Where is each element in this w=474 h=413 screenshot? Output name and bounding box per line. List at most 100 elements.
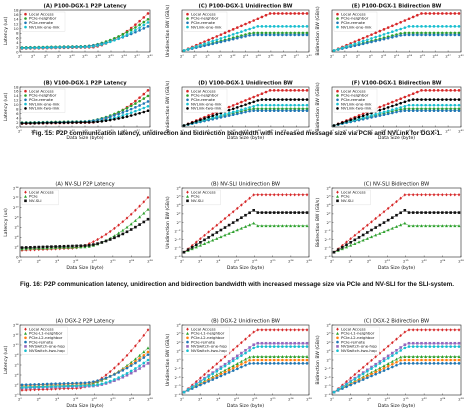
data-point (453, 107, 457, 111)
data-point (260, 92, 264, 95)
data-point (374, 39, 377, 43)
data-point (146, 328, 150, 332)
data-point (285, 89, 288, 92)
data-point (445, 98, 448, 101)
data-point (424, 107, 427, 111)
data-point (391, 354, 394, 357)
data-point (236, 344, 239, 348)
y-tick-label: 2⁶ (327, 331, 331, 336)
data-point (272, 107, 276, 111)
legend-entry: PCIe-L2-neighbor (341, 335, 375, 340)
data-point (199, 380, 202, 384)
data-point (264, 109, 268, 112)
data-point (432, 33, 436, 37)
data-point (441, 328, 444, 332)
data-point (215, 38, 219, 42)
data-point (142, 106, 146, 110)
legend-box (183, 326, 230, 355)
data-point (215, 115, 219, 118)
data-point (256, 107, 260, 111)
data-point (227, 114, 231, 117)
data-point (445, 341, 448, 345)
data-point (301, 109, 305, 112)
legend-entry: NVLink-two-link (341, 106, 372, 111)
x-tick-label: 2⁰ (330, 54, 334, 59)
data-point (361, 112, 365, 116)
data-point (281, 98, 284, 101)
data-point (378, 108, 382, 112)
data-point (293, 362, 297, 365)
data-point (264, 362, 268, 365)
data-point (366, 376, 369, 380)
data-point (281, 328, 284, 332)
data-point (428, 109, 432, 112)
data-point (386, 344, 390, 348)
data-point (79, 386, 83, 390)
x-tick-label: 2¹⁶ (92, 259, 98, 264)
data-point (305, 355, 309, 358)
y-tick-label: 2 (16, 45, 19, 50)
data-point (436, 224, 440, 228)
y-tick-label: 2⁶ (327, 194, 331, 199)
data-point (411, 345, 415, 348)
data-point (215, 362, 219, 366)
data-point (357, 43, 361, 47)
data-point (146, 217, 150, 221)
data-point (129, 26, 133, 30)
x-tick-label: 2⁹ (369, 54, 373, 59)
data-point (66, 46, 70, 49)
data-point (134, 113, 137, 116)
data-point (75, 386, 78, 390)
data-point (244, 110, 247, 114)
data-point (399, 101, 402, 105)
x-tick-label: 2²⁷ (294, 129, 300, 134)
y-tick-label: 2⁻² (175, 228, 181, 233)
data-point (252, 31, 255, 35)
data-point (236, 36, 239, 40)
y-tick-label: 2⁻⁸ (325, 254, 331, 259)
data-point (96, 44, 99, 47)
data-point (260, 98, 264, 101)
y-tick-label: 0 (16, 254, 19, 259)
data-point (125, 216, 129, 220)
data-point (399, 349, 402, 352)
data-point (54, 387, 57, 391)
data-point (248, 196, 251, 200)
data-point (276, 355, 280, 358)
legend-marker (336, 98, 339, 102)
x-tick-label: 2²⁷ (445, 129, 451, 134)
data-point (297, 98, 301, 101)
data-point (186, 248, 190, 252)
data-point (301, 211, 305, 214)
data-point (293, 98, 297, 101)
data-point (353, 44, 357, 48)
data-point (289, 211, 292, 214)
y-tick-label: 2⁰ (177, 357, 181, 362)
legend-entry: PCIe (341, 194, 350, 199)
legend-entry: PCIe-neighbor (341, 93, 369, 98)
x-tick-label: 2²¹ (420, 129, 426, 134)
data-point (117, 231, 121, 235)
data-point (264, 31, 268, 35)
data-point (223, 35, 227, 39)
data-point (125, 33, 129, 36)
data-point (239, 359, 243, 363)
data-point (231, 366, 235, 370)
legend-marker (24, 194, 27, 198)
data-point (268, 355, 272, 358)
data-point (436, 98, 440, 101)
data-point (24, 121, 28, 125)
legend-entry: PCIe-L2-neighbor (191, 335, 225, 340)
data-point (395, 22, 398, 26)
data-point (203, 44, 206, 48)
data-point (391, 100, 394, 104)
data-point (129, 28, 133, 32)
data-point (416, 341, 419, 345)
data-point (231, 28, 235, 31)
data-point (45, 46, 49, 50)
data-point (252, 193, 255, 197)
data-point (41, 382, 45, 386)
data-point (361, 233, 365, 237)
data-point (420, 345, 423, 348)
